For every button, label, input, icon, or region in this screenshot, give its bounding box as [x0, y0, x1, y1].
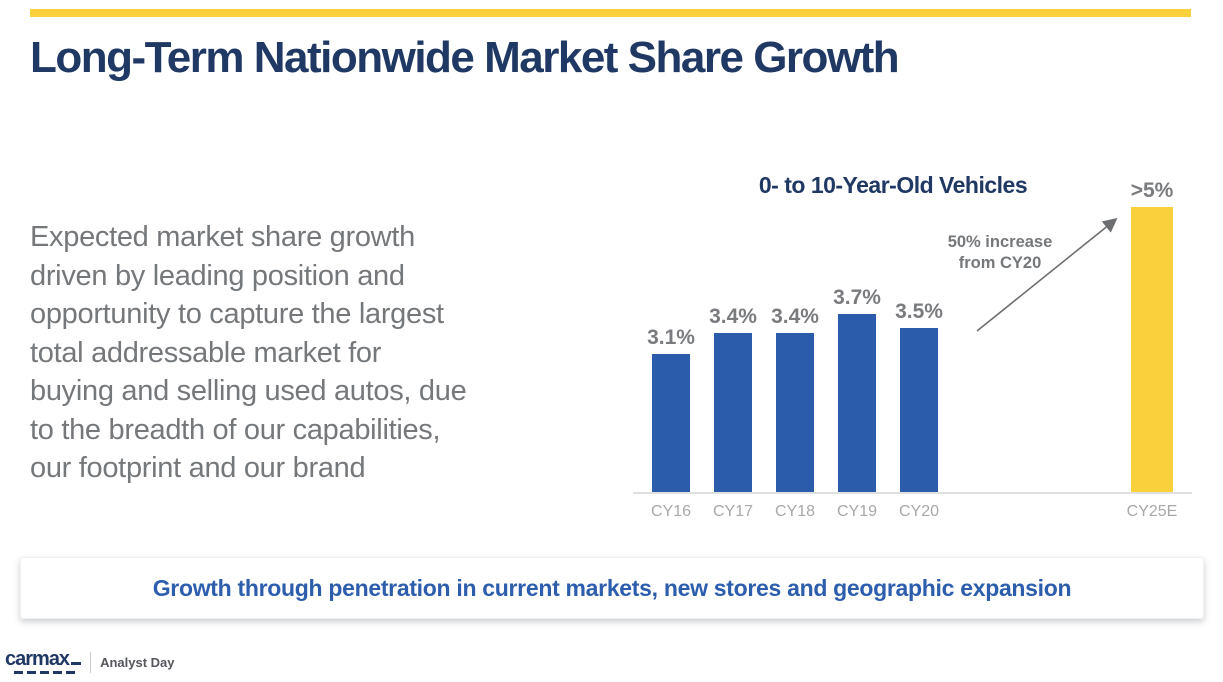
logo-dash [53, 670, 62, 675]
value-label-CY16: 3.1% [647, 326, 695, 349]
logo-dash [14, 670, 23, 675]
top-accent-bar [30, 9, 1191, 17]
bar-CY18 [776, 333, 814, 492]
carmax-logo-text: carmax [5, 647, 70, 670]
value-label-CY25E: >5% [1130, 179, 1174, 202]
value-label-CY17: 3.4% [709, 305, 757, 328]
logo-dash [66, 670, 75, 675]
bar-CY19 [838, 314, 876, 492]
chart-title: 0- to 10-Year-Old Vehicles [758, 172, 1028, 198]
value-label-CY19: 3.7% [833, 286, 881, 309]
carmax-logo-underscore [71, 661, 82, 665]
bar-CY17 [714, 333, 752, 492]
takeaway-text: Growth through penetration in current ma… [152, 574, 1072, 601]
x-axis-label-CY18: CY18 [774, 503, 816, 520]
increase-arrow-icon [976, 217, 1118, 332]
x-axis-line [633, 492, 1192, 494]
carmax-logo: carmax [5, 647, 82, 675]
logo-dash [40, 670, 49, 675]
bar-CY25E [1131, 207, 1173, 492]
logo-dash [27, 670, 36, 675]
value-label-CY18: 3.4% [771, 305, 819, 328]
footer: carmax Analyst Day [5, 648, 174, 676]
bar-CY20 [900, 328, 938, 492]
x-axis-label-CY16: CY16 [650, 503, 692, 520]
x-axis-label-CY25E: CY25E [1126, 503, 1178, 520]
footer-divider [90, 651, 92, 673]
bar-CY16 [652, 354, 690, 492]
value-label-CY20: 3.5% [895, 300, 943, 323]
x-axis-label-CY19: CY19 [836, 503, 878, 520]
carmax-logo-dashes [14, 670, 81, 675]
slide-title: Long-Term Nationwide Market Share Growth [30, 33, 900, 82]
x-axis-label-CY20: CY20 [898, 503, 940, 520]
event-label: Analyst Day [100, 654, 175, 670]
x-axis-label-CY17: CY17 [712, 503, 754, 520]
body-text: Expected market share growth driven by l… [30, 221, 467, 484]
chart-annotation: 50% increase from CY20 [947, 233, 1053, 272]
takeaway-banner: Growth through penetration in current ma… [20, 557, 1204, 619]
